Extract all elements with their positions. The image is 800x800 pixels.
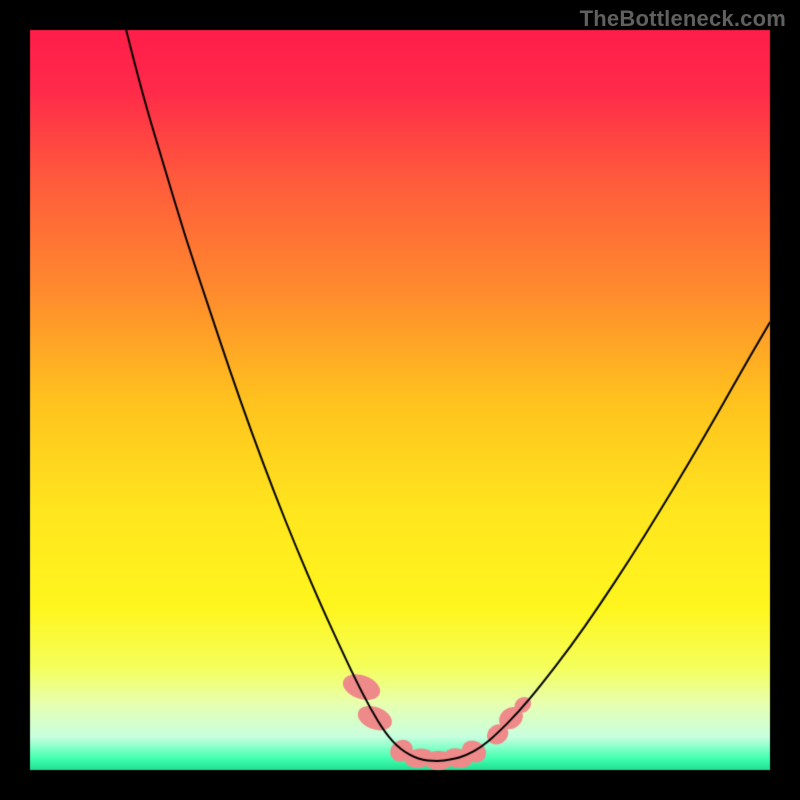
chart-stage: TheBottleneck.com <box>0 0 800 800</box>
bottleneck-curve-canvas <box>0 0 800 800</box>
watermark-text: TheBottleneck.com <box>580 6 786 32</box>
